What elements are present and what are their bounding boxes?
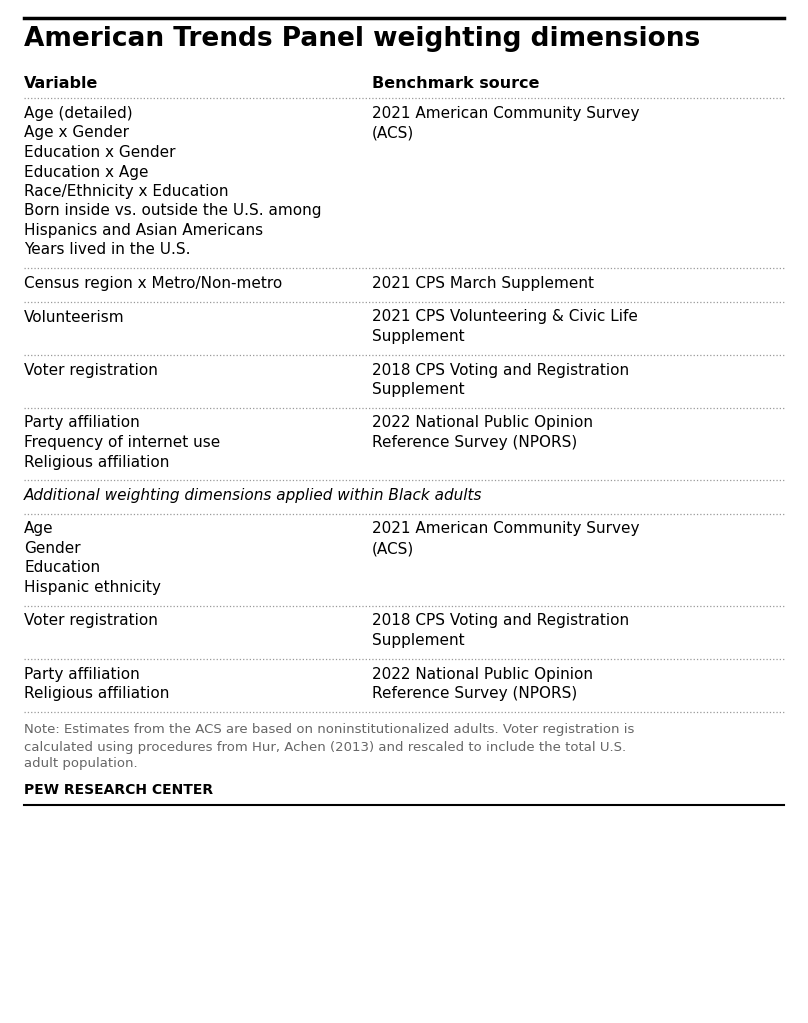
Text: Party affiliation: Party affiliation — [24, 415, 140, 431]
Text: Hispanic ethnicity: Hispanic ethnicity — [24, 580, 161, 595]
Text: 2018 CPS Voting and Registration: 2018 CPS Voting and Registration — [372, 362, 629, 377]
Text: Hispanics and Asian Americans: Hispanics and Asian Americans — [24, 223, 263, 238]
Text: Age: Age — [24, 522, 53, 536]
Text: 2021 CPS Volunteering & Civic Life: 2021 CPS Volunteering & Civic Life — [372, 310, 638, 324]
Text: Religious affiliation: Religious affiliation — [24, 454, 170, 470]
Text: 2021 American Community Survey: 2021 American Community Survey — [372, 106, 639, 121]
Text: Frequency of internet use: Frequency of internet use — [24, 435, 221, 450]
Text: (ACS): (ACS) — [372, 541, 415, 555]
Text: Additional weighting dimensions applied within Black adults: Additional weighting dimensions applied … — [24, 488, 482, 503]
Text: PEW RESEARCH CENTER: PEW RESEARCH CENTER — [24, 783, 213, 797]
Text: Education: Education — [24, 561, 100, 576]
Text: Years lived in the U.S.: Years lived in the U.S. — [24, 242, 191, 258]
Text: Gender: Gender — [24, 541, 81, 555]
Text: 2022 National Public Opinion: 2022 National Public Opinion — [372, 667, 593, 681]
Text: Education x Age: Education x Age — [24, 165, 149, 179]
Text: Born inside vs. outside the U.S. among: Born inside vs. outside the U.S. among — [24, 204, 322, 219]
Text: Age (detailed): Age (detailed) — [24, 106, 133, 121]
Text: Variable: Variable — [24, 76, 99, 91]
Text: calculated using procedures from Hur, Achen (2013) and rescaled to include the t: calculated using procedures from Hur, Ac… — [24, 741, 626, 754]
Text: Census region x Metro/Non-metro: Census region x Metro/Non-metro — [24, 276, 282, 291]
Text: 2021 American Community Survey: 2021 American Community Survey — [372, 522, 639, 536]
Text: Reference Survey (NPORS): Reference Survey (NPORS) — [372, 435, 577, 450]
Text: 2021 CPS March Supplement: 2021 CPS March Supplement — [372, 276, 594, 291]
Text: Volunteerism: Volunteerism — [24, 310, 124, 324]
Text: 2022 National Public Opinion: 2022 National Public Opinion — [372, 415, 593, 431]
Text: Race/Ethnicity x Education: Race/Ethnicity x Education — [24, 184, 229, 199]
Text: 2018 CPS Voting and Registration: 2018 CPS Voting and Registration — [372, 614, 629, 628]
Text: Age x Gender: Age x Gender — [24, 126, 129, 140]
Text: Supplement: Supplement — [372, 329, 465, 344]
Text: Religious affiliation: Religious affiliation — [24, 686, 170, 701]
Text: Party affiliation: Party affiliation — [24, 667, 140, 681]
Text: Note: Estimates from the ACS are based on noninstitutionalized adults. Voter reg: Note: Estimates from the ACS are based o… — [24, 723, 634, 737]
Text: Voter registration: Voter registration — [24, 362, 158, 377]
Text: Supplement: Supplement — [372, 633, 465, 648]
Text: Benchmark source: Benchmark source — [372, 76, 540, 91]
Text: Supplement: Supplement — [372, 382, 465, 397]
Text: adult population.: adult population. — [24, 757, 137, 770]
Text: Reference Survey (NPORS): Reference Survey (NPORS) — [372, 686, 577, 701]
Text: American Trends Panel weighting dimensions: American Trends Panel weighting dimensio… — [24, 26, 701, 52]
Text: Education x Gender: Education x Gender — [24, 145, 175, 160]
Text: (ACS): (ACS) — [372, 126, 415, 140]
Text: Voter registration: Voter registration — [24, 614, 158, 628]
